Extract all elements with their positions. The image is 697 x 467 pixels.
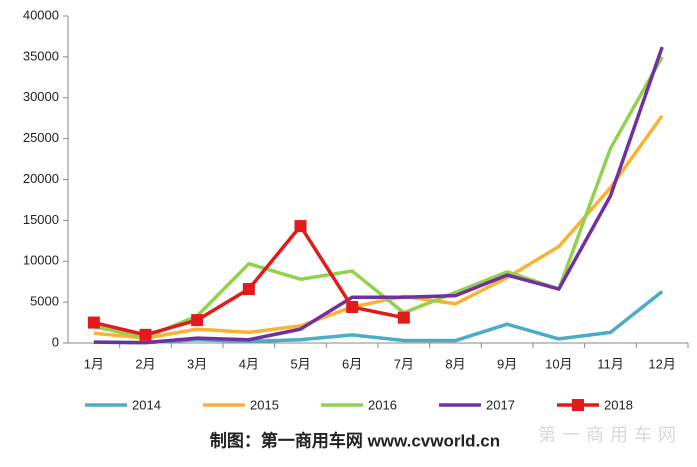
x-tick-label: 11月 bbox=[597, 356, 624, 371]
point-marker bbox=[397, 311, 410, 324]
x-tick-label: 2月 bbox=[135, 356, 155, 371]
point-marker bbox=[191, 314, 204, 327]
y-tick-label: 5000 bbox=[30, 294, 59, 309]
x-tick-label: 10月 bbox=[545, 356, 572, 371]
x-tick-label: 7月 bbox=[394, 356, 414, 371]
x-tick-label: 6月 bbox=[342, 356, 362, 371]
series-line bbox=[93, 56, 664, 340]
x-tick-label: 5月 bbox=[290, 356, 310, 371]
series-line bbox=[93, 290, 664, 345]
watermark: 第一商用车网 bbox=[538, 425, 682, 445]
series-line bbox=[93, 224, 405, 337]
x-tick-label: 12月 bbox=[648, 356, 675, 371]
point-marker bbox=[242, 283, 255, 296]
legend-label: 2016 bbox=[368, 397, 397, 412]
y-tick-label: 25000 bbox=[23, 130, 59, 145]
y-tick-label: 10000 bbox=[23, 253, 59, 268]
series-line bbox=[93, 114, 664, 340]
x-tick-label: 1月 bbox=[84, 356, 104, 371]
y-tick-label: 0 bbox=[52, 334, 59, 349]
footer: 制图：第一商用车网 www.cvworld.cn bbox=[210, 430, 500, 450]
point-marker bbox=[139, 328, 152, 341]
legend-label: 2014 bbox=[132, 397, 161, 412]
legend-label: 2015 bbox=[250, 397, 279, 412]
x-tick-label: 9月 bbox=[497, 356, 517, 371]
y-tick-label: 40000 bbox=[23, 7, 59, 22]
point-marker bbox=[294, 220, 307, 233]
x-tick-label: 3月 bbox=[187, 356, 207, 371]
x-tick-label: 8月 bbox=[445, 356, 465, 371]
y-tick-label: 35000 bbox=[23, 48, 59, 63]
y-tick-label: 20000 bbox=[23, 171, 59, 186]
legend-marker bbox=[572, 399, 584, 411]
point-marker bbox=[87, 316, 100, 329]
point-marker bbox=[346, 301, 359, 314]
legend-label: 2018 bbox=[604, 397, 633, 412]
series-line bbox=[93, 46, 664, 345]
legend-label: 2017 bbox=[486, 397, 515, 412]
y-tick-label: 15000 bbox=[23, 212, 59, 227]
y-tick-label: 30000 bbox=[23, 89, 59, 104]
x-tick-label: 4月 bbox=[239, 356, 259, 371]
